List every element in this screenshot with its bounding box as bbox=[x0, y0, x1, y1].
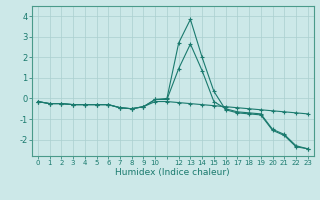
X-axis label: Humidex (Indice chaleur): Humidex (Indice chaleur) bbox=[116, 168, 230, 177]
